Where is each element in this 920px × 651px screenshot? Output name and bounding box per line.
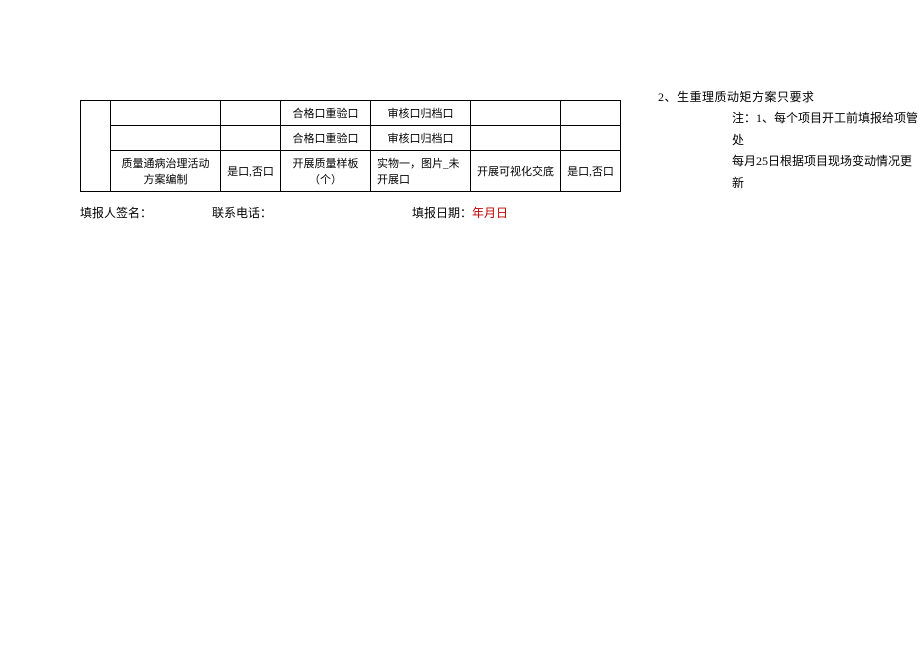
date-value: 年月日 xyxy=(472,206,508,220)
header-overlap-text: 2、生重理质动矩方案只要求 xyxy=(658,88,815,105)
footer-row: 填报人签名： 联系电话： 填报日期：年月日 xyxy=(80,204,720,221)
cell-r1-c5: 审核口归档口 xyxy=(371,101,471,126)
cell-r3-c6: 开展可视化交底 xyxy=(471,151,561,192)
cell-r2-c7 xyxy=(561,126,621,151)
cell-r3-c7: 是口,否口 xyxy=(561,151,621,192)
phone-label: 联系电话： xyxy=(212,204,272,221)
cell-r3-c2: 质量通病治理活动方案编制 xyxy=(111,151,221,192)
note-line-1: 注：1、每个项目开工前填报给项管处 xyxy=(732,108,920,151)
cell-r2-c3 xyxy=(221,126,281,151)
table-row: 质量通病治理活动方案编制 是口,否口 开展质量样板（个） 实物一，图片_未开展口… xyxy=(81,151,621,192)
cell-r1-c2 xyxy=(111,101,221,126)
cell-r1-c4: 合格口重验口 xyxy=(281,101,371,126)
cell-r3-c4: 开展质量样板（个） xyxy=(281,151,371,192)
table-row: 合格口重验口 审核口归档口 xyxy=(81,126,621,151)
main-table: 合格口重验口 审核口归档口 合格口重验口 审核口归档口 质量通病治理活动方案编制… xyxy=(80,100,621,192)
cell-r2-c6 xyxy=(471,126,561,151)
notes-block: 注：1、每个项目开工前填报给项管处 每月25日根据项目现场变动情况更新 xyxy=(732,108,920,194)
table-row: 合格口重验口 审核口归档口 xyxy=(81,101,621,126)
cell-r1-c7 xyxy=(561,101,621,126)
signer-label: 填报人签名： xyxy=(80,204,152,221)
date-block: 填报日期：年月日 xyxy=(412,204,508,221)
note-line-2: 每月25日根据项目现场变动情况更新 xyxy=(732,151,920,194)
cell-r1-c3 xyxy=(221,101,281,126)
cell-r3-c3: 是口,否口 xyxy=(221,151,281,192)
cell-merged-left xyxy=(81,101,111,192)
cell-r3-c5: 实物一，图片_未开展口 xyxy=(371,151,471,192)
date-label: 填报日期： xyxy=(412,206,472,220)
cell-r2-c4: 合格口重验口 xyxy=(281,126,371,151)
cell-r1-c6 xyxy=(471,101,561,126)
cell-r2-c5: 审核口归档口 xyxy=(371,126,471,151)
cell-r2-c2 xyxy=(111,126,221,151)
